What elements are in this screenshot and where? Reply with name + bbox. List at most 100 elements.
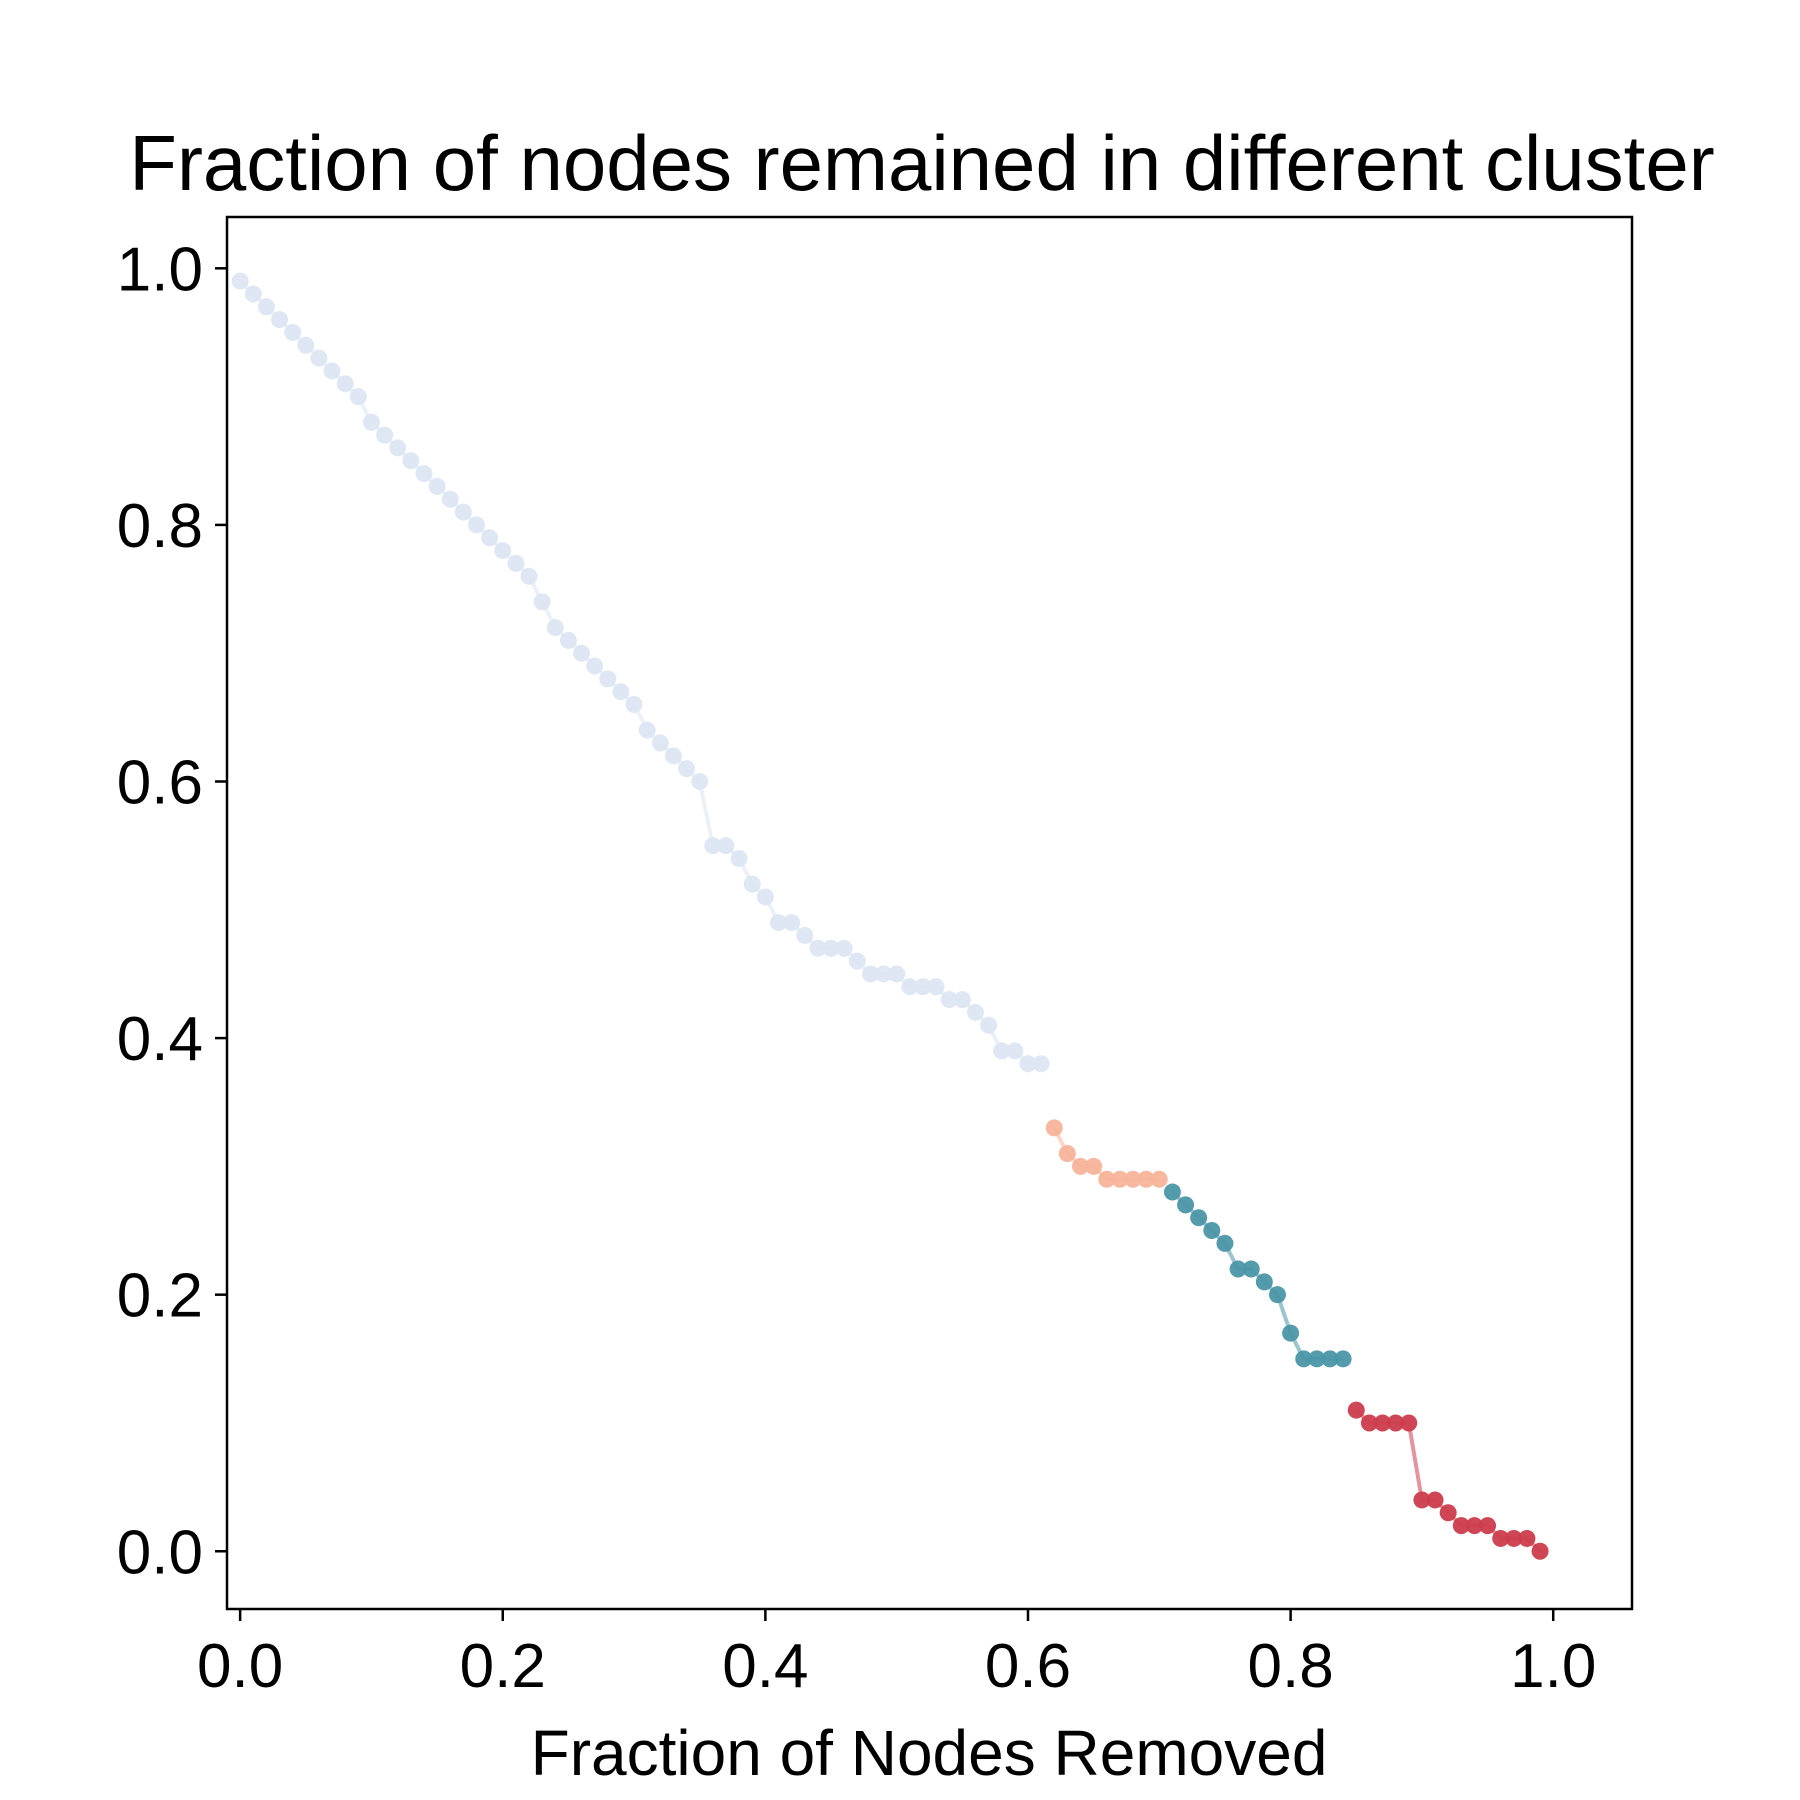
data-point <box>1229 1260 1247 1278</box>
data-point <box>730 849 748 867</box>
data-point <box>796 926 814 944</box>
data-point <box>1295 1350 1313 1368</box>
data-point <box>1177 1196 1195 1214</box>
data-point <box>1150 1170 1168 1188</box>
y-axis: 0.0 0.2 0.4 0.6 0.8 1.0 <box>117 235 227 1587</box>
data-point <box>573 644 591 662</box>
data-point <box>1203 1222 1221 1240</box>
data-point <box>389 439 407 457</box>
data-point <box>323 362 341 380</box>
data-point <box>756 888 774 906</box>
data-point <box>520 567 538 585</box>
data-point <box>1098 1170 1116 1188</box>
data-point <box>310 349 328 367</box>
data-point <box>1531 1542 1549 1560</box>
data-point <box>1006 1042 1024 1060</box>
data-point <box>507 554 525 572</box>
data-point <box>638 721 656 739</box>
data-point <box>822 939 840 957</box>
data-point <box>809 939 827 957</box>
data-point <box>1387 1414 1405 1432</box>
y-tick-label: 0.4 <box>117 1005 203 1074</box>
x-tick-label: 1.0 <box>1510 1632 1596 1701</box>
data-point <box>1268 1286 1286 1304</box>
data-point <box>415 465 433 483</box>
x-tick-label: 0.2 <box>460 1632 546 1701</box>
data-point <box>402 452 420 470</box>
data-point <box>783 914 801 932</box>
data-point <box>428 477 446 495</box>
data-point <box>1452 1517 1470 1535</box>
data-point <box>717 837 735 855</box>
data-point <box>1163 1183 1181 1201</box>
series-1 <box>231 272 1050 1073</box>
data-point <box>1216 1234 1234 1252</box>
data-point <box>1347 1401 1365 1419</box>
data-point <box>953 991 971 1009</box>
data-point <box>743 875 761 893</box>
data-point <box>1400 1414 1418 1432</box>
data-point <box>467 516 485 534</box>
data-point <box>336 375 354 393</box>
data-point <box>704 837 722 855</box>
x-tick-label: 0.6 <box>985 1632 1071 1701</box>
data-point <box>940 991 958 1009</box>
data-point <box>1190 1209 1208 1227</box>
data-point <box>835 939 853 957</box>
data-point <box>1439 1504 1457 1522</box>
series-2 <box>1045 1119 1168 1188</box>
data-point <box>231 272 249 290</box>
data-point <box>664 747 682 765</box>
data-point <box>625 696 643 714</box>
data-point <box>1308 1350 1326 1368</box>
series-layer <box>231 272 1549 1560</box>
data-point <box>1045 1119 1063 1137</box>
data-point <box>559 631 577 649</box>
data-point <box>993 1042 1011 1060</box>
data-point <box>651 734 669 752</box>
data-point <box>599 670 617 688</box>
data-point <box>1058 1145 1076 1163</box>
x-axis-label: Fraction of Nodes Removed <box>531 1717 1328 1789</box>
data-point <box>861 965 879 983</box>
data-point <box>1334 1350 1352 1368</box>
data-point <box>901 978 919 996</box>
data-point <box>586 657 604 675</box>
x-tick-label: 0.8 <box>1247 1632 1333 1701</box>
data-point <box>376 426 394 444</box>
data-point <box>1242 1260 1260 1278</box>
data-point <box>848 952 866 970</box>
data-point <box>769 914 787 932</box>
data-point <box>362 413 380 431</box>
data-point <box>1085 1157 1103 1175</box>
series-3 <box>1163 1183 1352 1368</box>
chart-title: Fraction of nodes remained in different … <box>129 119 1714 207</box>
data-point <box>1518 1529 1536 1547</box>
data-point <box>454 503 472 521</box>
data-point <box>441 490 459 508</box>
data-point <box>1505 1529 1523 1547</box>
data-point <box>1360 1414 1378 1432</box>
data-point <box>1032 1055 1050 1073</box>
data-point <box>612 683 630 701</box>
data-point <box>1413 1491 1431 1509</box>
y-tick-label: 0.0 <box>117 1518 203 1587</box>
data-point <box>691 772 709 790</box>
data-point <box>927 978 945 996</box>
data-point <box>1426 1491 1444 1509</box>
data-point <box>888 965 906 983</box>
data-point <box>1137 1170 1155 1188</box>
plot-frame <box>225 215 1634 1611</box>
series-4 <box>1347 1401 1549 1560</box>
data-point <box>1492 1529 1510 1547</box>
y-tick-label: 0.8 <box>117 492 203 561</box>
y-tick-label: 0.6 <box>117 748 203 817</box>
data-point <box>494 542 512 560</box>
data-point <box>1282 1324 1300 1342</box>
data-point <box>533 593 551 611</box>
data-point <box>980 1016 998 1034</box>
y-tick-label: 1.0 <box>117 235 203 304</box>
x-tick-label: 0.0 <box>197 1632 283 1701</box>
